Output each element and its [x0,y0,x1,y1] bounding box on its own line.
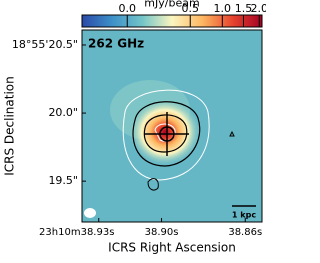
panel-title: 262 GHz [88,37,144,51]
colorbar-tick-label: 2.0 [251,2,266,15]
map [84,80,256,218]
colorbar-tick-label: 1.5 [235,2,253,15]
colorbar-label: mJy/beam [144,0,199,10]
frame [81,29,263,223]
x-axis-label: ICRS Right Ascension [108,241,236,255]
x-tick-label: 23h10m38.93s [39,227,114,238]
y-axis-label: ICRS Declination [3,76,17,176]
scale-bar-label: 1 kpc [232,211,256,220]
y-tick-label: 20.0" [48,106,78,119]
x-tick-label: 38.90s [145,227,179,238]
colorbar-tick-label: 0.5 [182,2,200,15]
chart: 262 GHz 1 kpc mJy/beam ICRS Right Ascens… [3,0,267,255]
x-tick-label: 38.86s [228,227,262,238]
y-tick-label: 19.5" [48,174,78,187]
colorbar-tick-label: 1.0 [214,2,232,15]
colorbar [81,14,263,28]
y-tick-label: 18°55'20.5" [12,38,78,51]
colorbar-tick-label: 0.0 [118,2,136,15]
